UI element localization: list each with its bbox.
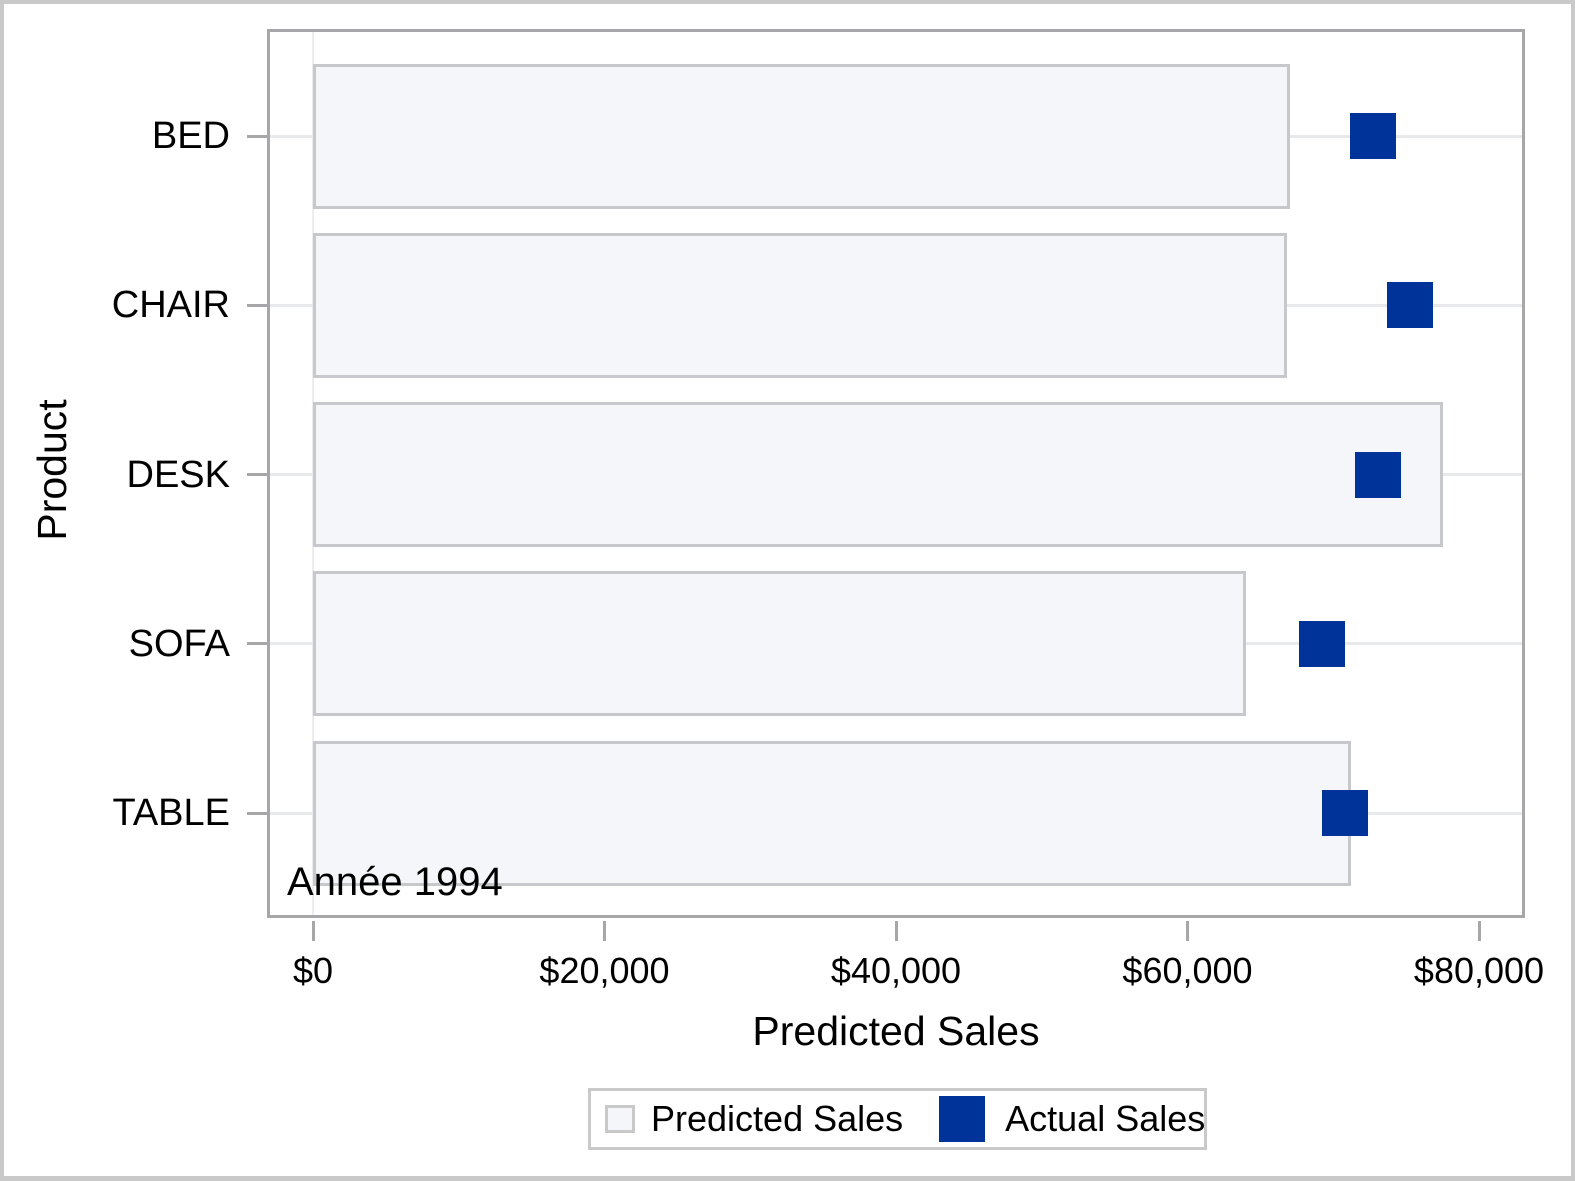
- x-tick: [603, 921, 606, 941]
- category-label-chair: CHAIR: [111, 284, 230, 327]
- marker-bed: [1350, 113, 1396, 159]
- legend-label-actual: Actual Sales: [1005, 1098, 1206, 1139]
- y-tick: [247, 642, 270, 646]
- bar-desk: [313, 402, 1443, 547]
- legend-label-predicted: Predicted Sales: [651, 1098, 904, 1139]
- x-axis-title: Predicted Sales: [752, 1008, 1040, 1054]
- legend-bar-swatch-icon: [605, 1105, 635, 1133]
- y-tick: [247, 134, 270, 138]
- marker-sofa: [1299, 621, 1345, 667]
- x-tick: [1186, 921, 1189, 941]
- category-label-bed: BED: [151, 115, 230, 157]
- x-tick-label: $40,000: [830, 950, 962, 991]
- x-tick: [894, 921, 898, 941]
- legend: Predicted Sales Actual Sales: [588, 1088, 1207, 1150]
- x-tick-label: $60,000: [1122, 950, 1253, 991]
- marker-table: [1322, 790, 1368, 836]
- annotation-text: Année 1994: [287, 860, 503, 904]
- y-tick: [247, 303, 270, 307]
- y-tick: [247, 473, 270, 476]
- marker-desk: [1355, 452, 1401, 498]
- x-tick-label: $20,000: [539, 950, 670, 991]
- bar-sofa: [313, 571, 1246, 717]
- category-label-desk: DESK: [126, 453, 230, 496]
- x-tick: [1477, 921, 1481, 941]
- x-tick: [311, 921, 315, 941]
- marker-chair: [1387, 282, 1433, 328]
- bar-chair: [313, 232, 1287, 378]
- y-tick: [247, 811, 270, 815]
- legend-marker-swatch-icon: [939, 1096, 986, 1142]
- x-tick-label: $0: [292, 950, 334, 991]
- plot-area: Année 1994: [267, 29, 1525, 918]
- bar-bed: [313, 63, 1290, 209]
- x-tick-label: $80,000: [1413, 950, 1545, 991]
- category-label-table: TABLE: [112, 792, 230, 834]
- category-label-sofa: SOFA: [128, 622, 230, 665]
